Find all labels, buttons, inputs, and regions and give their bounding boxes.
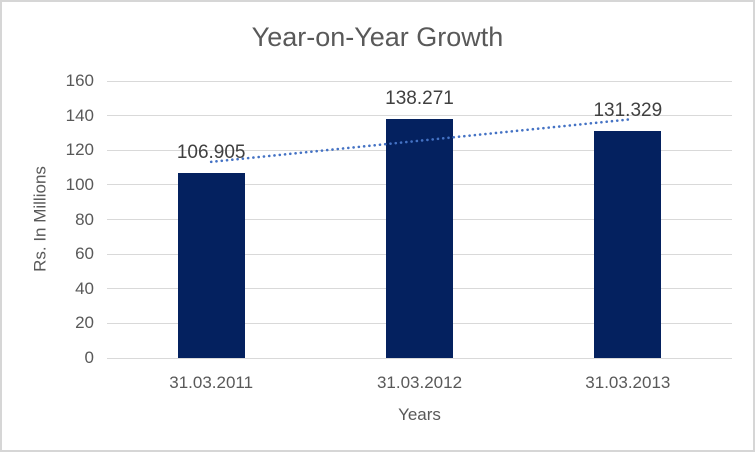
y-tick-label: 160: [65, 71, 94, 90]
trendline: [209, 118, 630, 164]
bar-value-label: 106.905: [176, 141, 246, 163]
x-tick-label: 31.03.2013: [585, 373, 671, 392]
y-tick-label: 0: [84, 348, 94, 367]
bar-value-label: 131.329: [593, 99, 663, 121]
bar-31.03.2013: [594, 130, 662, 358]
x-tick-label: 31.03.2012: [376, 373, 463, 392]
gridline-160: [107, 80, 732, 82]
trendline-layer: [209, 118, 630, 164]
chart-title: Year-on-Year Growth: [251, 22, 504, 52]
y-tick-label: 40: [75, 278, 94, 298]
y-tick-label: 20: [75, 313, 94, 333]
bar-31.03.2011: [177, 172, 245, 358]
y-tick-label: 80: [75, 209, 94, 229]
gridline-140: [107, 115, 732, 117]
x-tick-label: 31.03.2011: [169, 373, 254, 392]
bar-value-label: 138.271: [385, 87, 454, 109]
y-tick-label: 100: [65, 174, 94, 194]
plot-area: 106.905 138.271 131.329: [107, 80, 732, 359]
bar-31.03.2012: [386, 118, 453, 358]
gridline-0: [107, 357, 732, 359]
y-tick-label: 140: [65, 105, 94, 125]
y-tick-label: 60: [75, 244, 94, 264]
x-axis-title: Years: [398, 405, 441, 424]
y-tick-label: 120: [65, 140, 94, 160]
